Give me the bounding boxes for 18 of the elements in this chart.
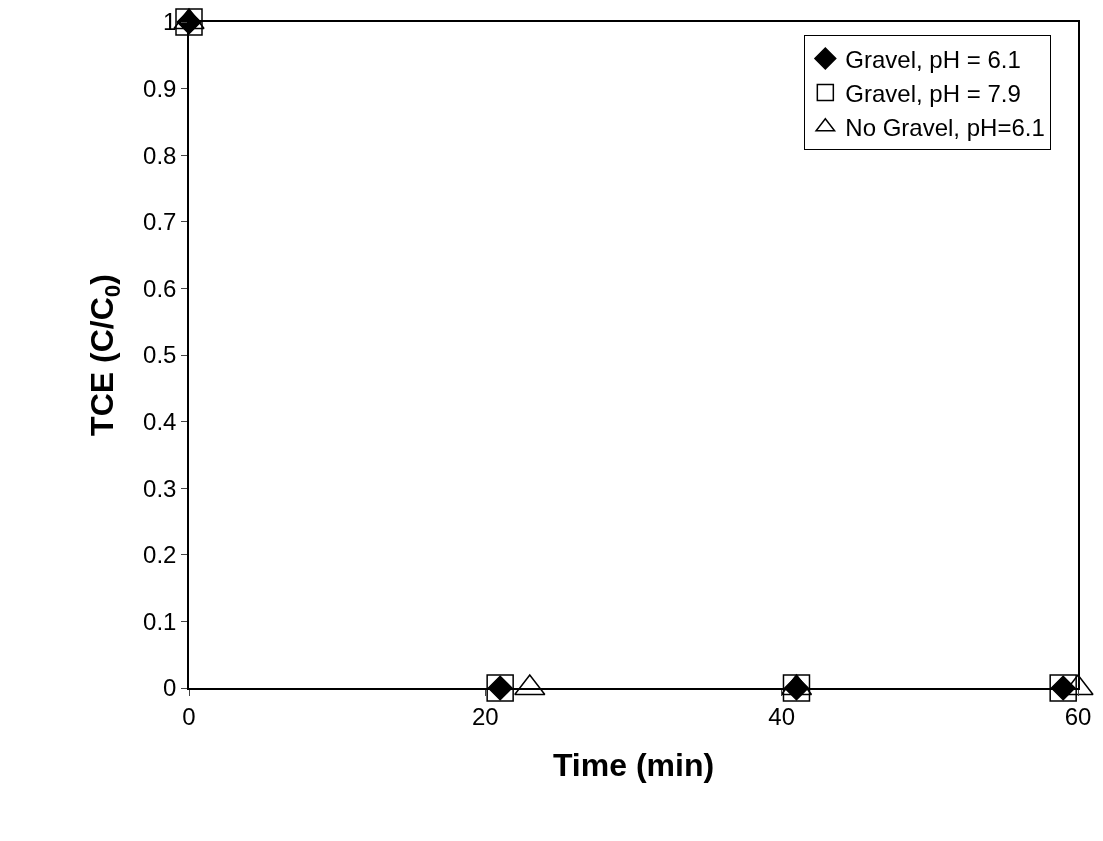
- x-tick-label: 20: [471, 702, 499, 730]
- y-tick-label: 0.5: [143, 341, 177, 369]
- y-tick-label: 0.1: [143, 607, 177, 635]
- y-tick-label: 0: [163, 674, 177, 702]
- y-tick-label: 0.9: [143, 75, 177, 102]
- y-tick-label: 0.7: [143, 208, 177, 236]
- legend-label: Gravel, pH = 7.9: [845, 79, 1021, 107]
- x-axis-title: Time (min): [552, 746, 715, 783]
- y-tick-label: 0.3: [143, 474, 177, 502]
- x-tick-label: 40: [768, 702, 796, 730]
- y-tick-label: 0.8: [143, 141, 177, 169]
- x-tick-label: 60: [1064, 702, 1092, 730]
- legend-label: Gravel, pH = 6.1: [845, 45, 1021, 73]
- legend-label: No Gravel, pH=6.1: [845, 114, 1045, 142]
- y-tick-label: 0.4: [143, 408, 177, 435]
- y-tick-label: 0.2: [143, 541, 177, 569]
- x-tick-label: 0: [182, 702, 196, 730]
- y-tick-label: 0.6: [143, 274, 177, 302]
